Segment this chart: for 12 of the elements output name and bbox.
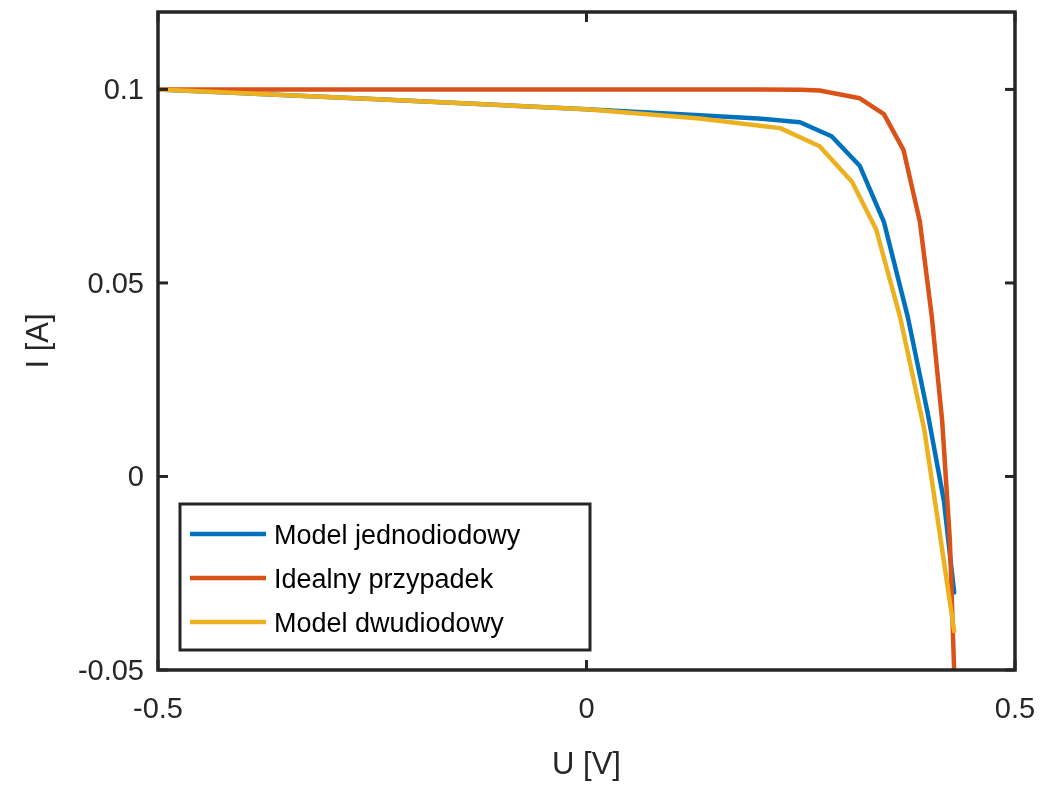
y-tick-label: 0.1: [103, 73, 144, 106]
x-axis-title: U [V]: [552, 746, 621, 781]
x-tick-label: 0: [578, 692, 595, 724]
legend-label: Idealny przypadek: [274, 564, 494, 594]
legend-label: Model dwudiodowy: [274, 608, 505, 638]
y-tick-label: -0.05: [77, 654, 144, 686]
y-tick-label: 0: [127, 460, 144, 493]
y-axis-title: I [A]: [20, 313, 55, 369]
x-tick-label: 0.5: [994, 692, 1036, 724]
legend-label: Model jednodiodowy: [274, 520, 521, 550]
x-tick-label: -0.5: [133, 692, 183, 724]
y-tick-label: 0.05: [87, 266, 144, 299]
